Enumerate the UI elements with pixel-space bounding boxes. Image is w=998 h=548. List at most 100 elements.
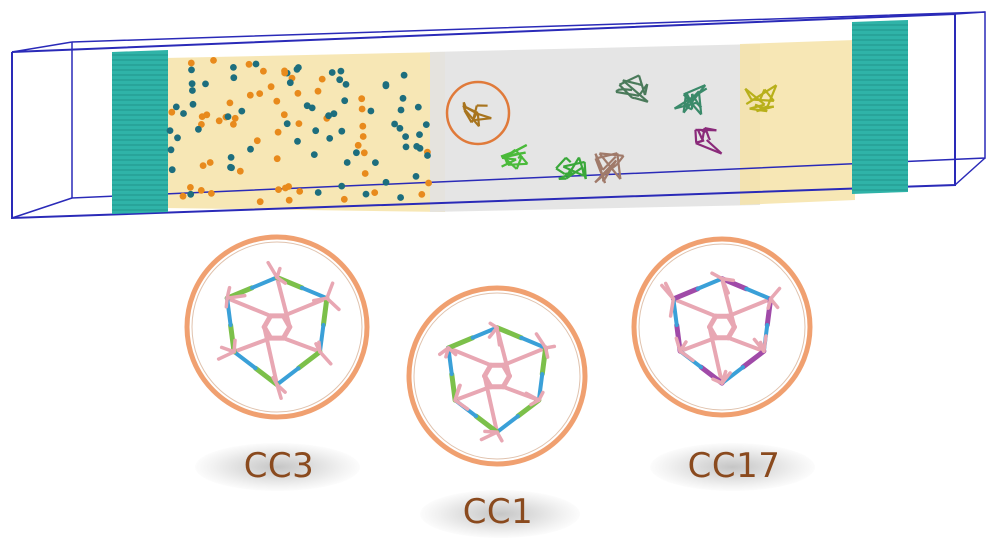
cage-cc3-structure — [184, 234, 370, 420]
ion — [371, 189, 379, 197]
ion — [247, 145, 254, 153]
guest-molecule — [594, 152, 625, 184]
ion — [372, 159, 379, 167]
ion — [210, 57, 217, 64]
ion — [238, 107, 246, 115]
ion — [358, 95, 366, 103]
simulation-box — [11, 11, 986, 220]
ion — [342, 81, 350, 88]
ion — [314, 189, 322, 196]
ion — [293, 65, 301, 73]
box-edge — [11, 197, 73, 219]
ion — [188, 66, 195, 74]
ion — [359, 122, 367, 130]
ion — [256, 90, 264, 97]
guest-molecule — [694, 127, 723, 155]
guest-molecule — [673, 84, 708, 116]
ion — [179, 192, 187, 200]
ion — [245, 60, 253, 68]
ion — [260, 67, 267, 75]
ion — [318, 75, 326, 83]
membrane-region — [430, 44, 760, 212]
ion — [230, 64, 237, 71]
ion — [253, 137, 261, 145]
right-wall — [852, 20, 908, 194]
ion — [312, 127, 320, 135]
ion — [310, 151, 318, 159]
guest-molecules — [462, 74, 778, 184]
ion — [188, 80, 196, 88]
ion — [230, 74, 238, 82]
ion — [180, 110, 187, 117]
ion — [252, 60, 260, 68]
ion — [391, 120, 398, 128]
ion — [187, 59, 195, 67]
ion — [416, 131, 423, 139]
ion — [296, 188, 304, 195]
ion — [358, 105, 366, 113]
cage-label-cc3: CC3 — [243, 446, 315, 486]
ion — [367, 107, 375, 115]
ion — [282, 184, 289, 192]
ion — [326, 135, 334, 142]
ion — [227, 154, 235, 161]
ion — [338, 127, 346, 135]
solvent-region-left — [165, 52, 445, 212]
ion — [397, 106, 405, 114]
ion — [330, 110, 338, 118]
ion — [227, 163, 234, 171]
ion — [400, 71, 408, 79]
ion — [187, 184, 194, 191]
ion — [354, 141, 362, 149]
ion — [422, 121, 430, 128]
highlighted-cage-circle — [445, 80, 511, 146]
ion — [166, 127, 174, 134]
ion — [425, 179, 432, 187]
ion — [362, 190, 370, 198]
solvent-region-right — [740, 40, 855, 205]
ion — [274, 128, 282, 136]
ion — [382, 178, 390, 186]
cage-cc17-structure — [631, 236, 813, 418]
ion — [402, 133, 409, 141]
left-wall — [112, 50, 168, 214]
ion — [359, 133, 367, 140]
ion — [275, 186, 282, 194]
box-edge — [11, 41, 73, 53]
ion — [172, 103, 180, 111]
guest-molecule — [555, 156, 587, 180]
ions — [166, 57, 432, 206]
ion — [168, 108, 176, 116]
ion — [231, 114, 239, 122]
ion — [413, 143, 421, 150]
ion — [361, 170, 369, 177]
ion — [343, 159, 351, 166]
ion — [168, 166, 176, 174]
ion — [337, 67, 345, 75]
ion — [295, 120, 303, 127]
ion — [397, 194, 404, 201]
box-edge — [954, 157, 986, 186]
ion — [226, 99, 234, 107]
ion — [360, 149, 368, 157]
ion — [341, 97, 349, 105]
ion — [283, 120, 291, 128]
ion — [208, 190, 215, 197]
cage-label-cc1: CC1 — [462, 492, 534, 532]
ion — [224, 113, 232, 120]
guest-molecule — [744, 84, 778, 113]
ion — [402, 143, 410, 151]
ion — [382, 82, 390, 90]
ion — [286, 79, 294, 87]
ion — [424, 152, 431, 159]
ion — [280, 111, 288, 119]
ion — [202, 80, 209, 88]
ion — [215, 117, 223, 125]
ion — [174, 134, 181, 142]
ion — [198, 121, 205, 128]
ion — [294, 89, 302, 97]
ion — [338, 182, 346, 190]
ion — [199, 162, 207, 170]
ion — [197, 187, 205, 194]
box-edge — [954, 11, 986, 15]
